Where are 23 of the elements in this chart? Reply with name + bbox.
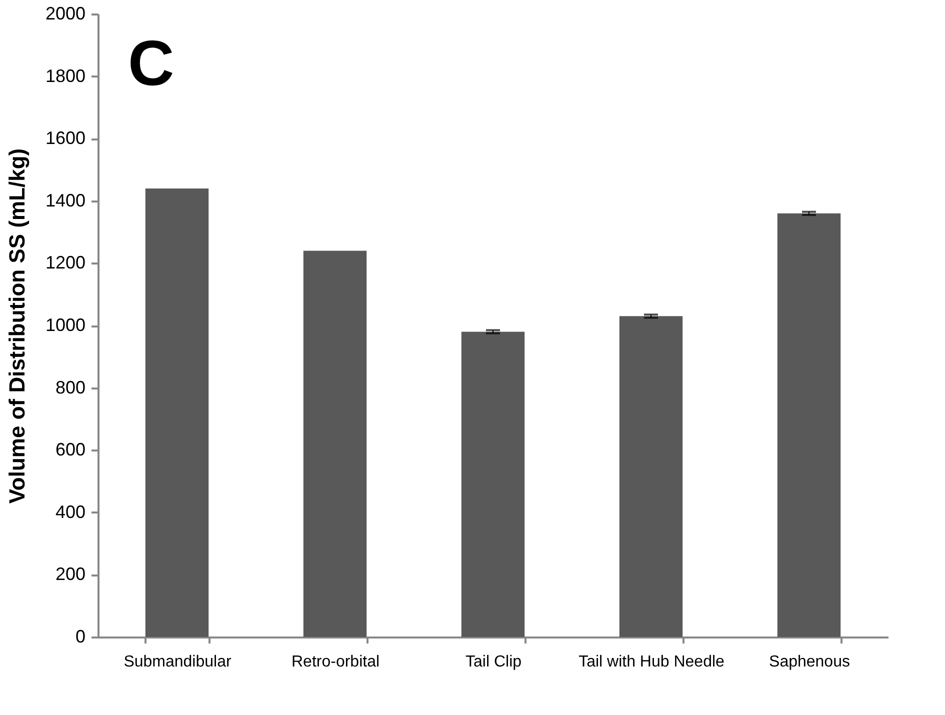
bar [777,213,841,637]
y-tick-label: 2000 [45,4,86,24]
y-tick-label: 1400 [45,190,86,210]
x-tick-label: Tail Clip [465,654,522,670]
y-tick-label: 1000 [45,315,86,335]
x-tick-label: Tail with Hub Needle [578,654,725,670]
bar [461,332,525,637]
bar [145,188,209,637]
y-tick-label: 1600 [45,128,86,148]
x-tick-label: Retro-orbital [291,654,380,670]
y-tick-label: 400 [55,502,86,522]
y-axis-title: Volume of Distribution SS (mL/kg) [4,148,30,504]
x-tick-label: Saphenous [769,654,850,670]
y-tick-label: 200 [55,564,86,584]
y-tick-label: 1800 [45,66,86,86]
annotation: C [128,27,174,99]
x-tick-label: Submandibular [124,654,232,670]
y-tick-label: 0 [75,626,86,646]
y-tick-label: 800 [55,377,86,398]
y-tick-label: 600 [55,440,86,460]
bar [303,250,367,637]
bar [619,316,683,637]
y-tick-label: 1200 [45,252,86,273]
